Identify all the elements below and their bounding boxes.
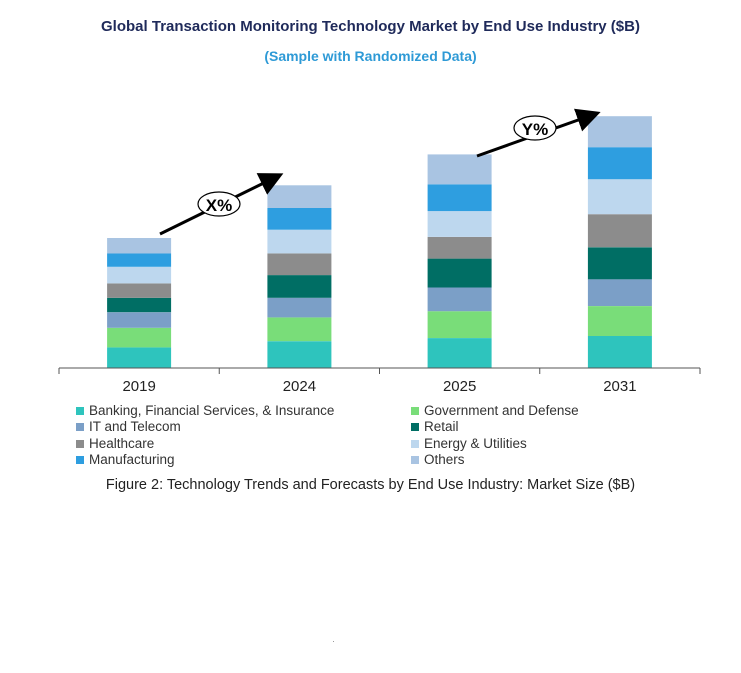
- bar-segment-2025-7: [427, 154, 492, 185]
- bar-segment-2019-6: [107, 253, 172, 267]
- bar-segment-2025-4: [427, 236, 492, 259]
- stray-dot: [333, 641, 334, 642]
- growth-label-2: Y%: [522, 120, 548, 139]
- chart-subtitle: (Sample with Randomized Data): [264, 48, 477, 64]
- x-tick-label: 2025: [443, 378, 476, 395]
- bar-segment-2031-3: [587, 247, 652, 280]
- bar-segment-2025-5: [427, 211, 492, 237]
- x-tick-label: 2019: [122, 378, 155, 395]
- growth-badge-2: [513, 115, 557, 141]
- bar-segment-2031-4: [587, 214, 652, 248]
- x-tick-label: 2024: [283, 378, 316, 395]
- bar-segment-2031-1: [587, 306, 652, 336]
- bar-segment-2024-3: [267, 275, 332, 298]
- bar-segment-2019-1: [107, 327, 172, 348]
- bar-segment-2025-2: [427, 287, 492, 312]
- x-axis: 2019 2024 2025 2031: [58, 367, 701, 395]
- bar-segment-2019-7: [107, 238, 172, 254]
- growth-badge-1: [197, 191, 241, 217]
- bar-segment-2031-7: [587, 116, 652, 148]
- bar-segment-2019-4: [107, 283, 172, 298]
- chart-title: Global Transaction Monitoring Technology…: [101, 18, 640, 35]
- bar-segment-2019-5: [107, 266, 172, 284]
- bar-segment-2031-2: [587, 279, 652, 306]
- bar-segment-2019-0: [107, 347, 172, 368]
- bar-segment-2025-1: [427, 311, 492, 338]
- x-tick-label: 2031: [603, 378, 636, 395]
- bar-segment-2025-6: [427, 184, 492, 212]
- bar-segment-2031-0: [587, 336, 652, 368]
- bar-segment-2024-2: [267, 297, 332, 318]
- growth-annotations: X% Y%: [159, 108, 601, 236]
- bar-segment-2024-6: [267, 208, 332, 230]
- bar-segment-2025-0: [427, 338, 492, 368]
- bar-segment-2024-0: [267, 341, 332, 368]
- bar-segment-2031-5: [587, 179, 652, 215]
- bar-segment-2024-1: [267, 317, 332, 342]
- bar-segment-2025-3: [427, 258, 492, 288]
- bar-segment-2024-4: [267, 253, 332, 276]
- bar-segment-2031-6: [587, 147, 652, 180]
- bars-layer: [107, 116, 652, 368]
- growth-label-1: X%: [206, 196, 232, 215]
- bar-segment-2024-5: [267, 229, 332, 254]
- bar-segment-2019-3: [107, 297, 172, 313]
- bar-segment-2019-2: [107, 312, 172, 328]
- figure-caption: Figure 2: Technology Trends and Forecast…: [105, 477, 636, 493]
- bar-segment-2024-7: [267, 185, 332, 208]
